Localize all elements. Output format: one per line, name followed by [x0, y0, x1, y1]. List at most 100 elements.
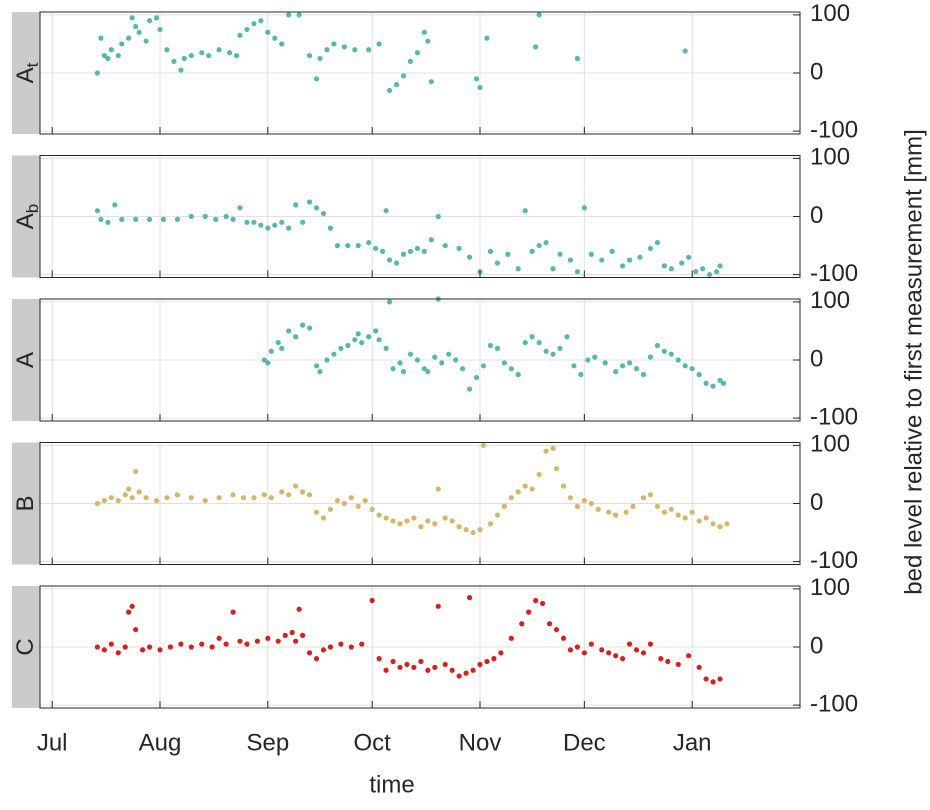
panel-label: A — [12, 352, 39, 368]
data-point — [386, 257, 393, 263]
data-point — [439, 360, 445, 366]
data-point — [668, 266, 674, 272]
data-point — [505, 251, 511, 257]
data-point — [362, 497, 368, 504]
data-point — [160, 216, 167, 223]
data-point — [400, 73, 407, 79]
data-point — [647, 641, 654, 647]
data-point — [282, 632, 288, 638]
data-point — [397, 521, 403, 527]
data-point — [390, 518, 396, 524]
data-point — [286, 12, 292, 18]
data-point — [421, 248, 427, 254]
y-tick-label: 100 — [810, 574, 850, 601]
data-point — [216, 495, 222, 501]
data-point — [101, 52, 107, 59]
data-point — [522, 483, 528, 489]
data-point — [404, 518, 410, 524]
data-point — [275, 339, 281, 346]
data-point — [581, 650, 587, 656]
data-point — [498, 650, 504, 656]
data-point — [300, 322, 306, 328]
x-axis-label: time — [369, 771, 414, 798]
data-point — [661, 348, 667, 354]
data-point — [320, 647, 327, 653]
data-point — [143, 38, 149, 44]
data-point — [536, 339, 542, 346]
data-point — [181, 55, 187, 62]
data-point — [477, 84, 483, 91]
y-tick-label: 100 — [810, 0, 850, 27]
data-point — [550, 266, 556, 272]
panel-label-main: B — [12, 495, 39, 511]
data-point — [251, 495, 257, 501]
data-point — [606, 650, 612, 656]
data-point — [550, 351, 556, 357]
data-point — [226, 50, 233, 56]
data-point — [324, 47, 330, 53]
data-point — [661, 263, 667, 269]
panel-label-main: A — [12, 67, 39, 83]
data-point — [567, 647, 574, 653]
data-point — [515, 266, 521, 272]
data-point — [606, 509, 612, 515]
data-point — [383, 515, 389, 521]
data-point — [700, 266, 706, 272]
data-point — [536, 12, 542, 18]
data-point — [313, 363, 320, 369]
data-point — [491, 656, 497, 662]
data-point — [654, 342, 660, 349]
data-point — [414, 357, 420, 363]
data-point — [355, 242, 361, 249]
data-point — [529, 248, 535, 254]
data-point — [306, 325, 313, 331]
data-point — [654, 503, 660, 510]
data-point — [261, 357, 267, 363]
x-tick-label: Oct — [354, 729, 392, 756]
data-point — [425, 667, 431, 673]
data-point — [251, 21, 257, 27]
data-point — [345, 342, 351, 349]
data-point — [546, 621, 553, 627]
data-point — [140, 647, 146, 653]
data-point — [466, 386, 473, 392]
data-point — [536, 471, 542, 478]
data-point — [279, 41, 285, 47]
data-point — [494, 260, 500, 266]
data-point — [487, 521, 494, 527]
panel-label-main: A — [12, 213, 39, 229]
data-point — [585, 357, 591, 363]
data-point — [592, 354, 598, 360]
data-point — [268, 495, 274, 501]
data-point — [240, 495, 247, 501]
data-point — [508, 495, 514, 501]
data-point — [425, 38, 431, 44]
data-point — [122, 644, 128, 650]
data-point — [473, 374, 480, 381]
data-point — [442, 661, 448, 668]
data-point — [435, 213, 441, 220]
data-point — [338, 641, 344, 647]
data-point — [425, 369, 431, 375]
data-point — [105, 55, 111, 62]
data-point — [341, 500, 347, 507]
data-point — [588, 251, 594, 257]
data-point — [533, 597, 539, 604]
data-point — [446, 351, 452, 357]
y-tick-label: -100 — [810, 116, 858, 143]
data-point — [456, 245, 462, 252]
data-point — [338, 345, 344, 351]
x-tick-label: Jul — [37, 729, 68, 756]
data-point — [557, 345, 563, 351]
data-point — [720, 380, 727, 386]
data-point — [640, 650, 647, 656]
data-point — [620, 656, 626, 662]
data-point — [647, 354, 654, 360]
data-point — [574, 644, 580, 650]
data-point — [533, 44, 539, 50]
data-point — [327, 225, 334, 231]
data-point — [101, 647, 107, 653]
data-point — [174, 492, 180, 498]
data-point — [567, 495, 574, 501]
data-point — [613, 512, 619, 518]
